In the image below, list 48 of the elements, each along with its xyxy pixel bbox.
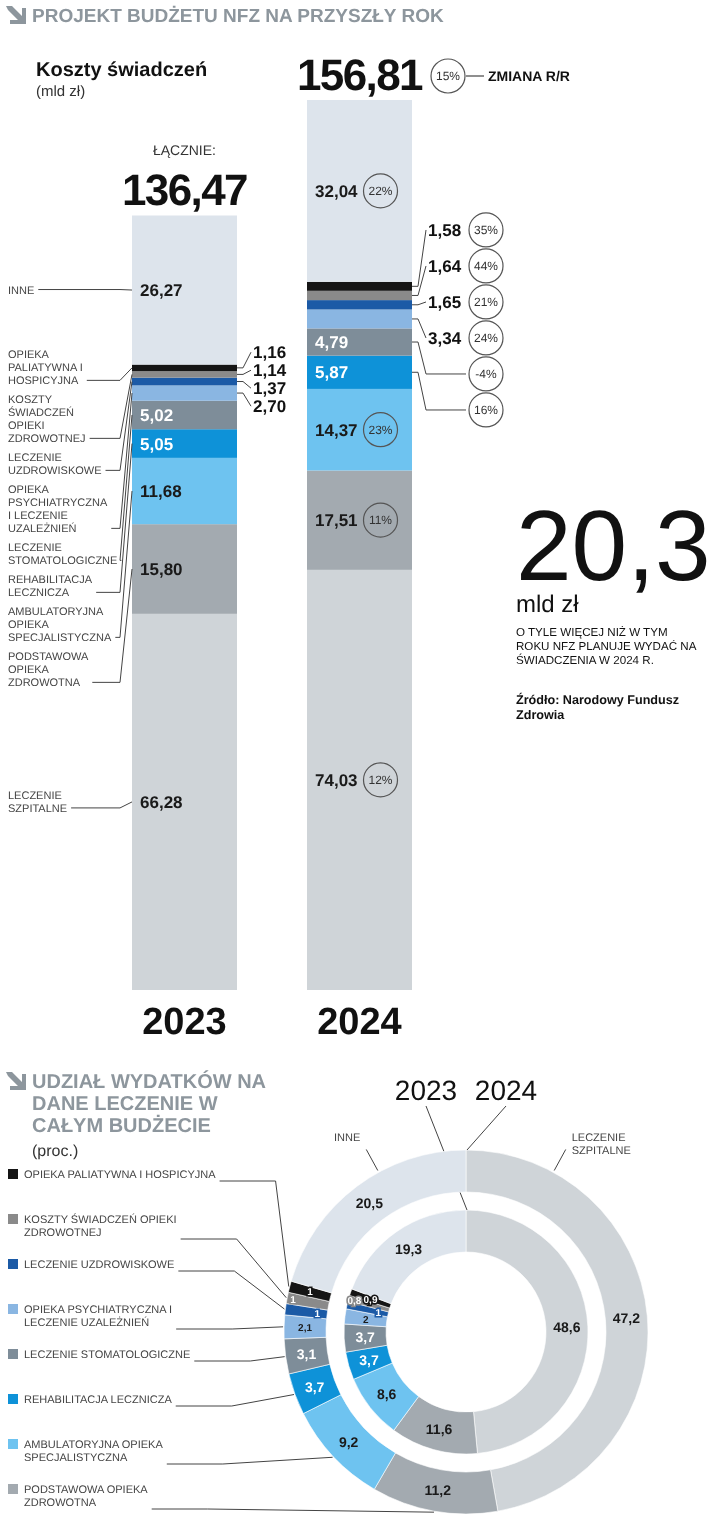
bar <box>132 613 237 990</box>
data-label: 14,37 <box>315 419 359 440</box>
bar <box>132 429 237 458</box>
bar <box>307 328 412 356</box>
data-label: 66,28 <box>140 791 184 812</box>
bar <box>307 470 412 570</box>
bar <box>132 524 237 614</box>
bar <box>307 309 412 329</box>
data-label: 5,02 <box>140 404 174 425</box>
bar <box>132 215 237 365</box>
data-label: 74,03 <box>315 769 359 790</box>
data-label: 4,79 <box>315 331 349 352</box>
data-label: 5,87 <box>315 362 349 383</box>
bar <box>307 290 412 301</box>
data-label: 17,51 <box>315 510 359 531</box>
data-label: 11,68 <box>140 480 183 501</box>
data-label: 26,27 <box>140 279 184 300</box>
bar <box>307 569 412 990</box>
bar <box>132 377 237 386</box>
data-label: 3,34 <box>428 327 462 348</box>
bar <box>307 388 412 471</box>
data-label: 1,58 <box>428 219 462 240</box>
text: (proc.) <box>32 1142 79 1160</box>
bar <box>132 400 237 430</box>
data-label: 32,04 <box>315 180 359 201</box>
data-label: 1,16 <box>253 342 287 363</box>
slice-label: 2023 <box>394 1074 458 1106</box>
data-label: 1,65 <box>428 291 462 312</box>
text: UDZIAŁ WYDATKÓW NA DANE LECZENIE W CAŁYM BUDŻECIE <box>32 1070 267 1138</box>
chart-title: PROJEKT BUDŻETU NFZ NA PRZYSZŁY ROK <box>32 4 444 28</box>
bar <box>307 281 412 291</box>
bar <box>132 371 237 378</box>
total-label: 156,81 <box>297 50 424 100</box>
data-label: 2,70 <box>253 396 287 417</box>
bar <box>307 100 412 282</box>
total-label: 136,47 <box>122 165 249 216</box>
data-label: 1,64 <box>428 255 462 276</box>
data-label: 1,14 <box>253 360 287 381</box>
slice-label: 2024 <box>474 1074 538 1106</box>
bar <box>307 355 412 389</box>
bar <box>132 364 237 372</box>
chart-subtitle: Koszty świadczeń <box>36 60 208 82</box>
bar <box>132 385 237 401</box>
bar <box>307 300 412 310</box>
data-label: 5,05 <box>140 433 174 454</box>
data-label: 1,37 <box>253 378 287 399</box>
bar <box>132 457 237 525</box>
data-label: 15,80 <box>140 558 184 579</box>
